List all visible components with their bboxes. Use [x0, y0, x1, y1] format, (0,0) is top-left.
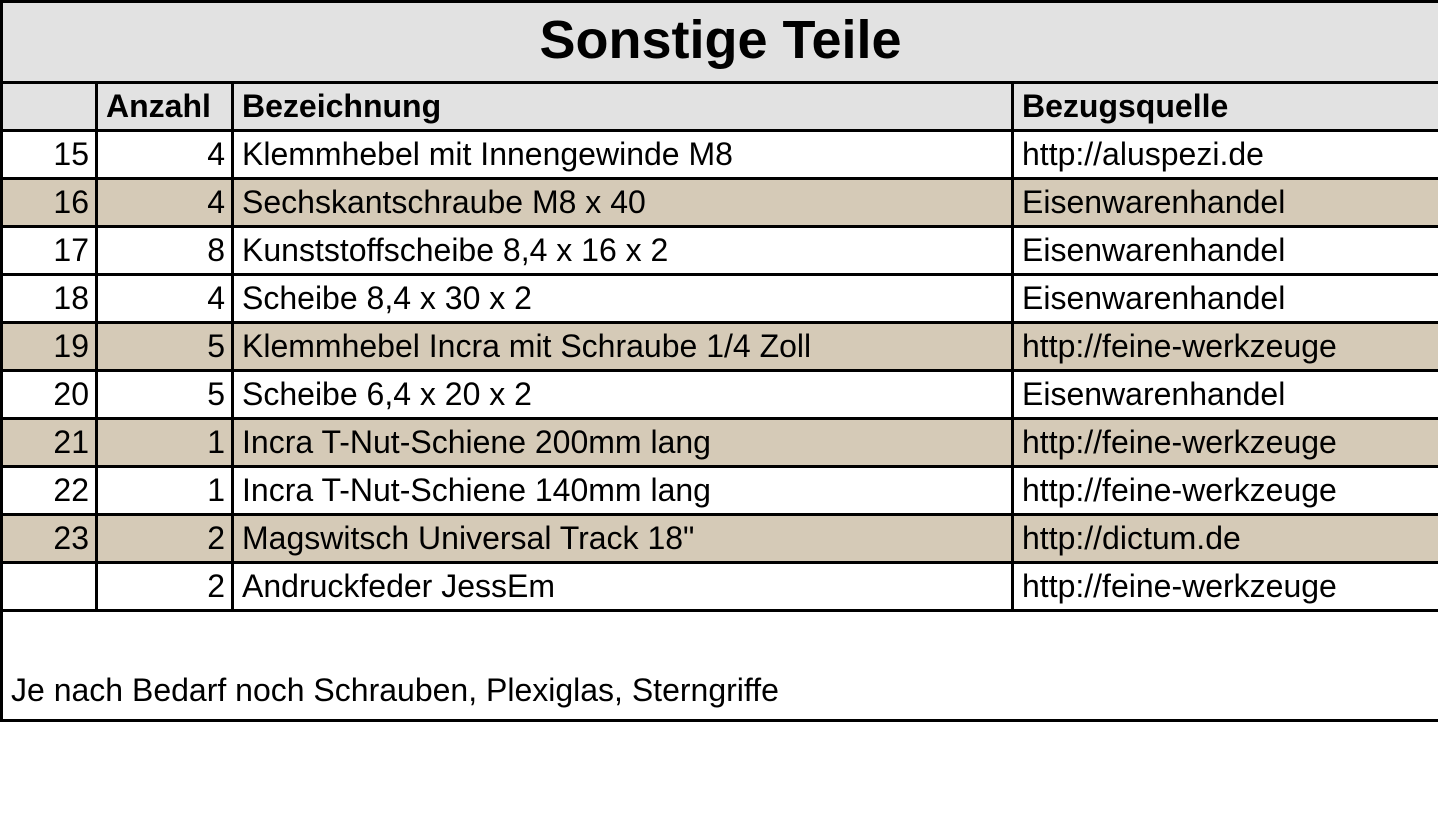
- table-row: 2Andruckfeder JessEmhttp://feine-werkzeu…: [2, 563, 1438, 611]
- cell-qty: 1: [97, 419, 233, 467]
- table-row: 232Magswitsch Universal Track 18"http://…: [2, 515, 1438, 563]
- table-row: 205Scheibe 6,4 x 20 x 2Eisenwarenhandel: [2, 371, 1438, 419]
- cell-src: http://feine-werkzeuge: [1013, 563, 1438, 611]
- table-row: 154Klemmhebel mit Innengewinde M8http://…: [2, 131, 1438, 179]
- cell-qty: 2: [97, 515, 233, 563]
- cell-src: http://aluspezi.de: [1013, 131, 1438, 179]
- footer-row: Je nach Bedarf noch Schrauben, Plexiglas…: [2, 611, 1438, 721]
- cell-index: [2, 563, 97, 611]
- cell-index: 21: [2, 419, 97, 467]
- cell-desc: Scheibe 8,4 x 30 x 2: [233, 275, 1013, 323]
- cell-qty: 8: [97, 227, 233, 275]
- cell-index: 17: [2, 227, 97, 275]
- title-row: Sonstige Teile: [2, 2, 1438, 83]
- cell-desc: Magswitsch Universal Track 18": [233, 515, 1013, 563]
- cell-src: Eisenwarenhandel: [1013, 179, 1438, 227]
- cell-index: 20: [2, 371, 97, 419]
- header-row: Anzahl Bezeichnung Bezugsquelle: [2, 83, 1438, 131]
- cell-index: 15: [2, 131, 97, 179]
- cell-index: 22: [2, 467, 97, 515]
- table-row: 164Sechskantschraube M8 x 40Eisenwarenha…: [2, 179, 1438, 227]
- col-header-index: [2, 83, 97, 131]
- cell-src: http://feine-werkzeuge: [1013, 467, 1438, 515]
- table-row: 178Kunststoffscheibe 8,4 x 16 x 2Eisenwa…: [2, 227, 1438, 275]
- cell-qty: 5: [97, 371, 233, 419]
- cell-desc: Incra T-Nut-Schiene 200mm lang: [233, 419, 1013, 467]
- cell-index: 19: [2, 323, 97, 371]
- parts-table-container: Sonstige Teile Anzahl Bezeichnung Bezugs…: [0, 0, 1438, 722]
- cell-index: 16: [2, 179, 97, 227]
- cell-qty: 4: [97, 179, 233, 227]
- cell-src: Eisenwarenhandel: [1013, 227, 1438, 275]
- col-header-src: Bezugsquelle: [1013, 83, 1438, 131]
- cell-src: http://dictum.de: [1013, 515, 1438, 563]
- col-header-qty: Anzahl: [97, 83, 233, 131]
- parts-table: Sonstige Teile Anzahl Bezeichnung Bezugs…: [0, 0, 1438, 722]
- cell-src: http://feine-werkzeuge: [1013, 323, 1438, 371]
- cell-desc: Scheibe 6,4 x 20 x 2: [233, 371, 1013, 419]
- cell-index: 23: [2, 515, 97, 563]
- cell-qty: 4: [97, 131, 233, 179]
- table-body: 154Klemmhebel mit Innengewinde M8http://…: [2, 131, 1438, 611]
- cell-src: Eisenwarenhandel: [1013, 275, 1438, 323]
- cell-desc: Sechskantschraube M8 x 40: [233, 179, 1013, 227]
- table-row: 184Scheibe 8,4 x 30 x 2Eisenwarenhandel: [2, 275, 1438, 323]
- cell-qty: 5: [97, 323, 233, 371]
- cell-src: Eisenwarenhandel: [1013, 371, 1438, 419]
- table-title: Sonstige Teile: [2, 2, 1438, 83]
- cell-desc: Kunststoffscheibe 8,4 x 16 x 2: [233, 227, 1013, 275]
- cell-index: 18: [2, 275, 97, 323]
- cell-desc: Andruckfeder JessEm: [233, 563, 1013, 611]
- cell-src: http://feine-werkzeuge: [1013, 419, 1438, 467]
- cell-desc: Klemmhebel Incra mit Schraube 1/4 Zoll: [233, 323, 1013, 371]
- cell-desc: Klemmhebel mit Innengewinde M8: [233, 131, 1013, 179]
- footer-note: Je nach Bedarf noch Schrauben, Plexiglas…: [2, 611, 1438, 721]
- cell-qty: 2: [97, 563, 233, 611]
- col-header-desc: Bezeichnung: [233, 83, 1013, 131]
- cell-qty: 1: [97, 467, 233, 515]
- table-row: 211Incra T-Nut-Schiene 200mm langhttp://…: [2, 419, 1438, 467]
- table-row: 195Klemmhebel Incra mit Schraube 1/4 Zol…: [2, 323, 1438, 371]
- cell-qty: 4: [97, 275, 233, 323]
- table-row: 221Incra T-Nut-Schiene 140mm langhttp://…: [2, 467, 1438, 515]
- cell-desc: Incra T-Nut-Schiene 140mm lang: [233, 467, 1013, 515]
